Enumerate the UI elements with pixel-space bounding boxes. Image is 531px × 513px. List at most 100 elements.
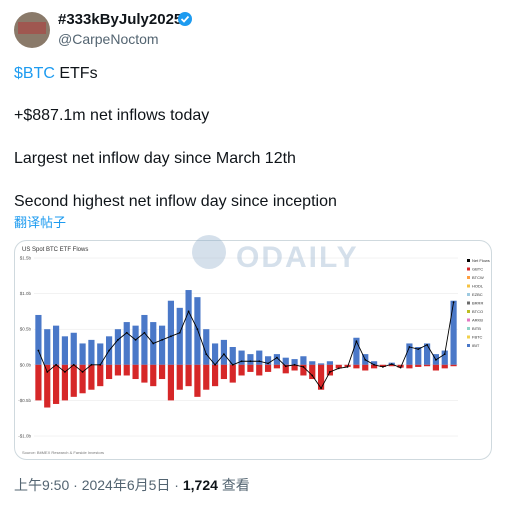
- net-flow-line: [38, 302, 455, 390]
- views-label: 查看: [218, 477, 250, 493]
- bar: [185, 364, 192, 387]
- handle[interactable]: @CarpeNoctom: [58, 31, 159, 47]
- bar: [123, 364, 130, 376]
- net-flow-point: [178, 331, 181, 334]
- display-name[interactable]: #333kByJuly2025: [58, 11, 182, 28]
- legend-swatch: [467, 276, 470, 279]
- net-flow-point: [161, 338, 163, 341]
- bar: [61, 336, 69, 365]
- legend-swatch: [467, 267, 470, 271]
- cashtag[interactable]: $BTC: [14, 65, 55, 82]
- bar: [273, 354, 281, 365]
- bar: [273, 364, 281, 369]
- legend-swatch: [467, 259, 470, 262]
- bar: [370, 364, 378, 369]
- bar: [158, 325, 166, 365]
- tweet-line: Second highest net inflow day since ince…: [14, 193, 337, 210]
- legend-swatch: [467, 327, 470, 330]
- verified-badge: [178, 12, 192, 26]
- net-flow-point: [399, 366, 402, 369]
- bar: [415, 347, 422, 365]
- legend-label: GBTC: [472, 267, 483, 272]
- net-flow-point: [64, 371, 66, 373]
- net-flow-point: [329, 371, 331, 373]
- bar: [176, 307, 183, 365]
- net-flow-point: [258, 360, 261, 363]
- net-flow-point: [311, 374, 314, 377]
- bar: [114, 364, 122, 376]
- bar: [238, 364, 245, 376]
- net-flow-point: [240, 360, 243, 363]
- legend-label: BTCO: [472, 309, 483, 314]
- bar: [326, 361, 334, 365]
- net-flow-point: [276, 356, 278, 359]
- legend-label: IBIT: [472, 343, 480, 348]
- bar: [397, 364, 404, 368]
- net-flow-point: [373, 363, 375, 366]
- bar: [406, 364, 413, 369]
- bar: [450, 364, 457, 367]
- tweet-line: Largest net inflow day since March 12th: [14, 150, 296, 167]
- legend-label: BITB: [472, 326, 481, 331]
- bar: [79, 364, 86, 394]
- legend-swatch: [467, 284, 470, 288]
- bar: [441, 350, 448, 365]
- tweet-line: $BTC ETFs: [14, 65, 98, 82]
- time[interactable]: 上午9:50 · 2024年6月5日 ·: [14, 477, 183, 493]
- bar: [264, 356, 272, 365]
- bar: [220, 364, 228, 380]
- bar: [282, 357, 289, 365]
- y-tick-label: $0.5b: [20, 327, 32, 332]
- bar: [141, 314, 148, 365]
- net-flow-point: [72, 363, 75, 366]
- bar: [123, 322, 130, 365]
- net-flow-point: [364, 358, 367, 361]
- net-flow-point: [231, 363, 234, 366]
- net-flow-point: [284, 365, 287, 368]
- net-flow-point: [452, 301, 455, 304]
- bar: [88, 339, 95, 365]
- net-flow-point: [117, 338, 119, 341]
- watermark-text: ODAILY: [236, 241, 359, 274]
- legend-label: HODL: [472, 284, 484, 289]
- bar: [450, 300, 457, 365]
- net-flow-point: [108, 349, 110, 352]
- bar: [105, 364, 113, 380]
- net-flow-point: [293, 363, 296, 366]
- legend-swatch: [467, 301, 470, 305]
- net-flow-point: [435, 358, 437, 361]
- net-flow-point: [134, 338, 137, 341]
- legend-label: FBTC: [472, 335, 483, 340]
- net-flow-point: [152, 342, 155, 345]
- net-flow-point: [170, 335, 172, 338]
- bar: [291, 359, 298, 365]
- net-flow-point: [249, 360, 252, 363]
- bar: [158, 364, 166, 380]
- bar: [379, 364, 387, 367]
- bar: [44, 329, 51, 365]
- legend-swatch: [467, 310, 470, 313]
- bar: [150, 364, 157, 387]
- net-flow-point: [408, 346, 411, 348]
- net-flow-point: [337, 367, 340, 370]
- bar: [70, 332, 77, 365]
- bar: [282, 364, 289, 374]
- bar: [97, 343, 104, 365]
- bar: [167, 300, 175, 365]
- bar: [70, 364, 77, 397]
- legend-swatch: [467, 318, 470, 322]
- translate-link[interactable]: 翻译帖子: [14, 215, 66, 230]
- timestamp: 上午9:50 · 2024年6月5日 · 1,724 查看: [14, 477, 250, 493]
- y-tick-label: $1.0b: [20, 291, 32, 296]
- text: ETFs: [55, 65, 98, 82]
- bar: [114, 329, 122, 365]
- net-flow-point: [37, 349, 40, 352]
- bar: [61, 364, 69, 401]
- bar: [317, 363, 325, 365]
- net-flow-point: [390, 363, 393, 365]
- media-card[interactable]: [14, 240, 492, 460]
- bar: [309, 361, 316, 365]
- verified-check: [180, 15, 190, 23]
- net-flow-point: [267, 362, 269, 365]
